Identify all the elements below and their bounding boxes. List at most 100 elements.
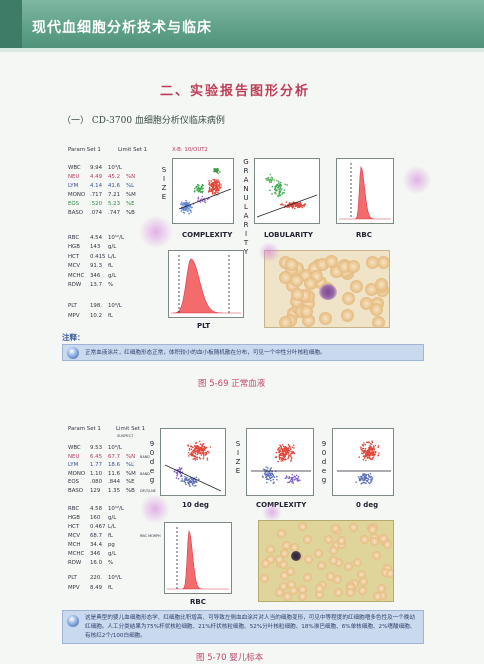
scatter-point bbox=[197, 446, 200, 448]
scatter-point bbox=[189, 205, 192, 208]
axis-letter: 9 bbox=[321, 440, 327, 448]
red-blood-cell bbox=[315, 590, 324, 599]
param-value-2: .844 bbox=[108, 479, 121, 486]
axis-letter: N bbox=[243, 185, 249, 193]
param-name: EOS bbox=[68, 479, 80, 486]
red-blood-cell bbox=[317, 561, 326, 570]
case2-complexity-scatter-plot bbox=[251, 443, 311, 485]
scatter-point bbox=[187, 202, 189, 205]
scatter-point bbox=[275, 193, 277, 195]
scatter-point bbox=[188, 212, 190, 215]
scatter-point bbox=[282, 460, 284, 462]
scatter-point bbox=[198, 478, 200, 480]
param-value: 10.2 bbox=[90, 313, 103, 319]
scatter-point bbox=[270, 476, 273, 479]
case1-note-box: 正常血液涂片，红细胞形态正常，体积较小的血小板随机散在分布，可见一个中性分叶核粒… bbox=[62, 344, 424, 361]
red-blood-cell bbox=[319, 312, 332, 325]
scatter-point bbox=[276, 183, 279, 186]
scatter-point bbox=[206, 459, 209, 461]
scatter-point bbox=[293, 475, 296, 477]
scatter-point bbox=[287, 447, 290, 449]
scatter-point bbox=[188, 449, 191, 451]
scatter-point bbox=[290, 478, 293, 481]
scatter-point bbox=[199, 187, 202, 189]
scatter-point bbox=[266, 478, 268, 480]
scatter-point bbox=[280, 456, 282, 459]
red-blood-cell bbox=[372, 551, 381, 560]
scatter-point bbox=[197, 187, 199, 189]
scatter-point bbox=[200, 448, 202, 450]
axis-letter: R bbox=[243, 221, 249, 229]
case1-lobularity-label: LOBULARITY bbox=[264, 231, 313, 239]
param-value: 0.467 bbox=[90, 524, 106, 530]
scatter-point bbox=[199, 451, 202, 454]
scatter-point bbox=[282, 452, 284, 454]
scatter-point bbox=[188, 447, 191, 450]
red-blood-cell bbox=[370, 537, 379, 546]
scatter-point bbox=[269, 179, 271, 182]
scatter-point bbox=[375, 451, 377, 453]
axis-letter: L bbox=[244, 203, 248, 211]
red-blood-cell bbox=[346, 588, 355, 597]
print-spot bbox=[262, 502, 282, 522]
scatter-point bbox=[370, 475, 372, 478]
scatter-point bbox=[191, 478, 194, 481]
param-value: .717 bbox=[90, 192, 103, 198]
scatter-point bbox=[362, 458, 365, 461]
param-value-2: % bbox=[108, 560, 114, 566]
param-value: 346 bbox=[90, 272, 101, 279]
axis-letter: S bbox=[161, 166, 167, 174]
param-name: MPV bbox=[68, 313, 80, 319]
scatter-point bbox=[377, 446, 379, 449]
case2-note-box: 这是典型的婴儿血细胞形态学、红细胞比积增高、可导致左侧血血涂片对人当的细胞变形，… bbox=[62, 610, 424, 644]
scatter-point bbox=[299, 201, 301, 204]
scatter-point bbox=[290, 448, 292, 450]
scatter-point bbox=[218, 182, 221, 185]
scatter-point bbox=[366, 457, 369, 459]
scatter-point bbox=[277, 180, 280, 183]
scatter-point bbox=[286, 184, 288, 186]
red-blood-cell bbox=[359, 577, 368, 586]
scatter-point bbox=[369, 442, 372, 445]
scatter-point bbox=[215, 188, 218, 190]
param-unit: %L bbox=[126, 183, 135, 189]
scatter-point bbox=[290, 450, 292, 453]
scatter-point bbox=[195, 450, 198, 452]
red-blood-cell bbox=[289, 586, 298, 595]
scatter-point bbox=[374, 453, 376, 456]
scatter-point bbox=[174, 471, 176, 473]
print-spot bbox=[138, 216, 174, 248]
scatter-point bbox=[287, 443, 290, 446]
scatter-point bbox=[190, 448, 193, 451]
scatter-point bbox=[198, 189, 201, 191]
gate-line bbox=[164, 464, 222, 492]
scatter-point bbox=[359, 475, 362, 478]
scatter-point bbox=[363, 451, 365, 454]
red-blood-cell bbox=[275, 588, 284, 597]
case2-10deg-label: 10 deg bbox=[182, 501, 209, 509]
scatter-point bbox=[198, 440, 201, 443]
banner-stripe bbox=[0, 48, 484, 52]
scatter-point bbox=[180, 474, 183, 476]
param-value: 4.58 bbox=[90, 506, 103, 512]
param-flag: RBC MORPH bbox=[140, 534, 161, 538]
param-value-2: L/L bbox=[108, 253, 116, 260]
axis-letter: Z bbox=[161, 184, 167, 192]
red-blood-cell bbox=[358, 586, 367, 595]
scatter-point bbox=[361, 479, 364, 481]
scatter-point bbox=[203, 456, 205, 458]
scatter-point bbox=[365, 473, 367, 476]
scatter-point bbox=[194, 457, 196, 460]
scatter-point bbox=[279, 194, 281, 196]
scatter-point bbox=[208, 451, 210, 454]
red-blood-cell bbox=[334, 588, 343, 597]
param-value: 220. bbox=[90, 575, 103, 581]
case2-complexity-scatter bbox=[246, 428, 314, 496]
param-value: 0.415 bbox=[90, 253, 106, 260]
scatter-point bbox=[275, 189, 277, 192]
param-unit: %B bbox=[126, 488, 135, 494]
scatter-point bbox=[278, 188, 281, 191]
scatter-point bbox=[274, 191, 276, 194]
scatter-point bbox=[190, 209, 192, 212]
